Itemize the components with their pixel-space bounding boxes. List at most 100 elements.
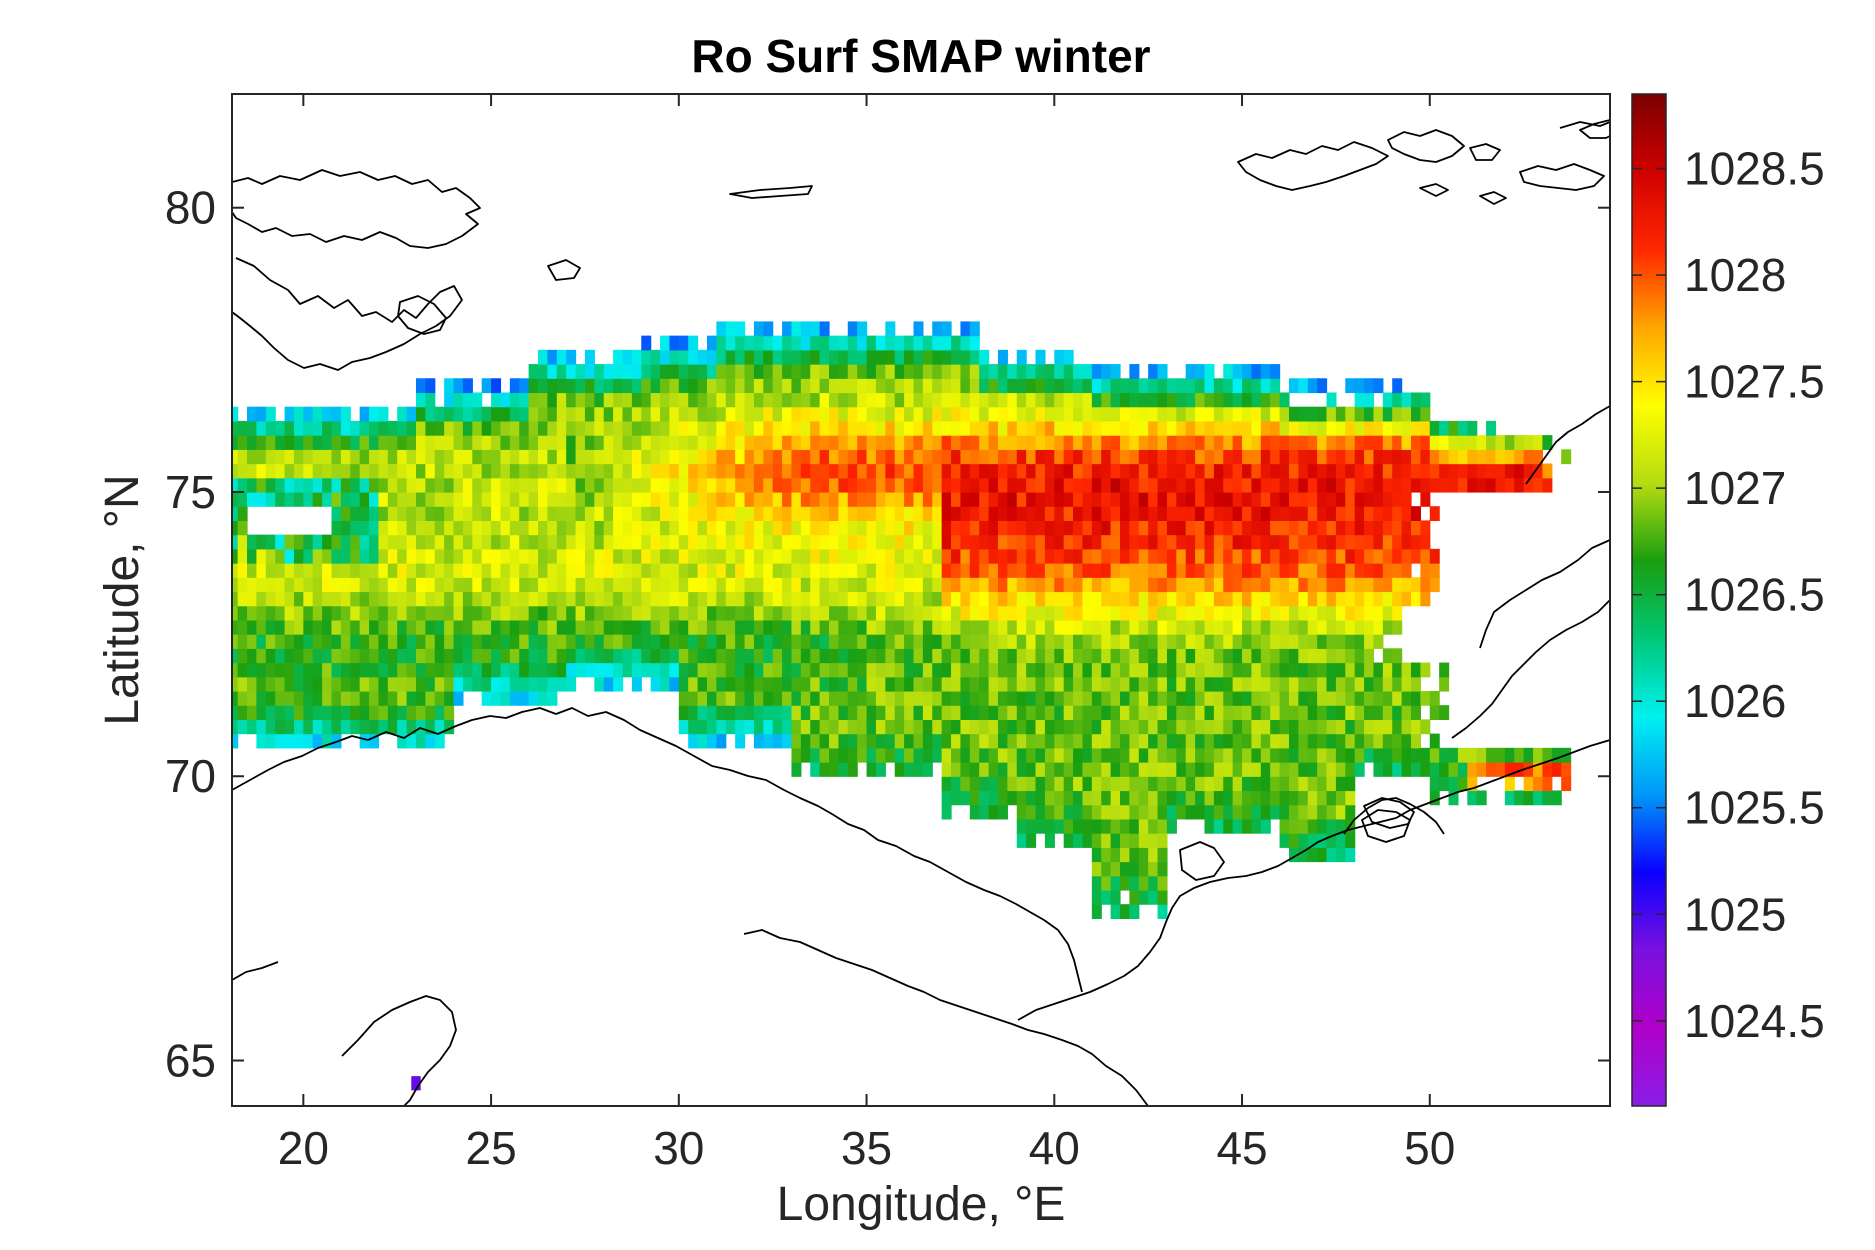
heatmap-cell: [735, 378, 746, 394]
heatmap-cell: [350, 690, 361, 706]
heatmap-cell: [1110, 833, 1121, 848]
heatmap-cell: [359, 420, 370, 436]
heatmap-cell: [1129, 406, 1140, 422]
heatmap-cell: [1317, 563, 1328, 578]
heatmap-cell: [838, 378, 849, 394]
heatmap-cell: [1542, 776, 1553, 792]
heatmap-cell: [800, 420, 811, 436]
heatmap-cell: [979, 349, 990, 365]
heatmap-cell: [1091, 861, 1102, 877]
heatmap-cell: [866, 705, 877, 720]
heatmap-cell: [462, 449, 473, 465]
heatmap-cell: [885, 520, 896, 536]
heatmap-cell: [434, 648, 445, 664]
heatmap-cell: [556, 577, 567, 593]
heatmap-cell: [753, 577, 764, 593]
heatmap-cell: [256, 534, 267, 550]
heatmap-cell: [979, 477, 990, 493]
heatmap-cell: [247, 605, 258, 621]
heatmap-cell: [1298, 762, 1309, 777]
heatmap-cell: [1138, 392, 1149, 408]
heatmap-cell: [387, 449, 398, 465]
heatmap-cell: [1138, 634, 1149, 649]
heatmap-cell: [857, 506, 868, 521]
heatmap-cell: [1373, 762, 1384, 777]
heatmap-cell: [951, 605, 962, 621]
heatmap-cell: [350, 548, 361, 564]
heatmap-cell: [782, 548, 793, 564]
heatmap-cell: [1523, 435, 1534, 450]
heatmap-cell: [997, 491, 1008, 507]
heatmap-cell: [932, 349, 943, 365]
heatmap-cell: [1101, 392, 1112, 408]
heatmap-cell: [350, 719, 361, 735]
heatmap-cell: [303, 406, 314, 422]
heatmap-cell: [1345, 548, 1356, 564]
heatmap-cell: [631, 378, 642, 394]
heatmap-cell: [904, 577, 915, 593]
heatmap-cell: [1223, 676, 1234, 692]
heatmap-cell: [566, 634, 577, 649]
heatmap-cell: [922, 406, 933, 422]
heatmap-cell: [528, 605, 539, 621]
heatmap-cell: [1401, 662, 1412, 678]
heatmap-cell: [829, 605, 839, 621]
heatmap-cell: [1185, 520, 1196, 536]
heatmap-cell: [547, 520, 558, 536]
heatmap-cell: [1467, 449, 1478, 465]
heatmap-cell: [631, 349, 642, 365]
heatmap-cell: [1392, 762, 1403, 777]
heatmap-cell: [444, 378, 455, 394]
heatmap-cell: [622, 420, 633, 436]
heatmap-cell: [641, 577, 652, 593]
heatmap-cell: [688, 477, 699, 493]
heatmap-cell: [997, 378, 1008, 394]
heatmap-cell: [509, 577, 520, 593]
heatmap-cell: [1166, 619, 1177, 635]
heatmap-cell: [1044, 577, 1055, 593]
heatmap-cell: [1354, 463, 1365, 479]
heatmap-cell: [387, 548, 398, 564]
heatmap-cell: [584, 634, 595, 649]
heatmap-cell: [1166, 790, 1177, 806]
heatmap-cell: [1129, 506, 1140, 521]
heatmap-cell: [744, 463, 755, 479]
heatmap-cell: [462, 563, 473, 578]
heatmap-cell: [1138, 534, 1149, 550]
heatmap-cell: [1204, 463, 1215, 479]
heatmap-cell: [1232, 719, 1243, 735]
heatmap-cell: [1213, 634, 1224, 649]
heatmap-cell: [594, 619, 605, 635]
heatmap-cell: [1382, 747, 1393, 763]
heatmap-cell: [979, 392, 990, 408]
heatmap-cell: [922, 364, 933, 379]
heatmap-cell: [1185, 435, 1196, 450]
heatmap-cell: [744, 364, 755, 379]
heatmap-cell: [1411, 719, 1421, 735]
heatmap-cell: [706, 605, 717, 621]
heatmap-cell: [1138, 648, 1149, 664]
heatmap-cell: [547, 662, 558, 678]
heatmap-cell: [1157, 463, 1168, 479]
heatmap-cell: [829, 690, 839, 706]
heatmap-cell: [772, 534, 783, 550]
heatmap-cell: [538, 420, 548, 436]
heatmap-cell: [1242, 591, 1253, 607]
heatmap-cell: [744, 406, 755, 422]
heatmap-cell: [387, 605, 398, 621]
heatmap-cell: [275, 634, 286, 649]
heatmap-cell: [1063, 506, 1074, 521]
heatmap-cell: [340, 449, 351, 465]
heatmap-cell: [350, 705, 361, 720]
heatmap-cell: [716, 719, 727, 735]
heatmap-cell: [1401, 676, 1412, 692]
heatmap-cell: [519, 591, 530, 607]
heatmap-cell: [1213, 463, 1224, 479]
heatmap-cell: [922, 449, 933, 465]
heatmap-cell: [481, 634, 492, 649]
heatmap-cell: [706, 520, 717, 536]
heatmap-cell: [688, 676, 699, 692]
heatmap-cell: [1148, 520, 1159, 536]
heatmap-cell: [406, 648, 417, 664]
heatmap-cell: [500, 563, 511, 578]
